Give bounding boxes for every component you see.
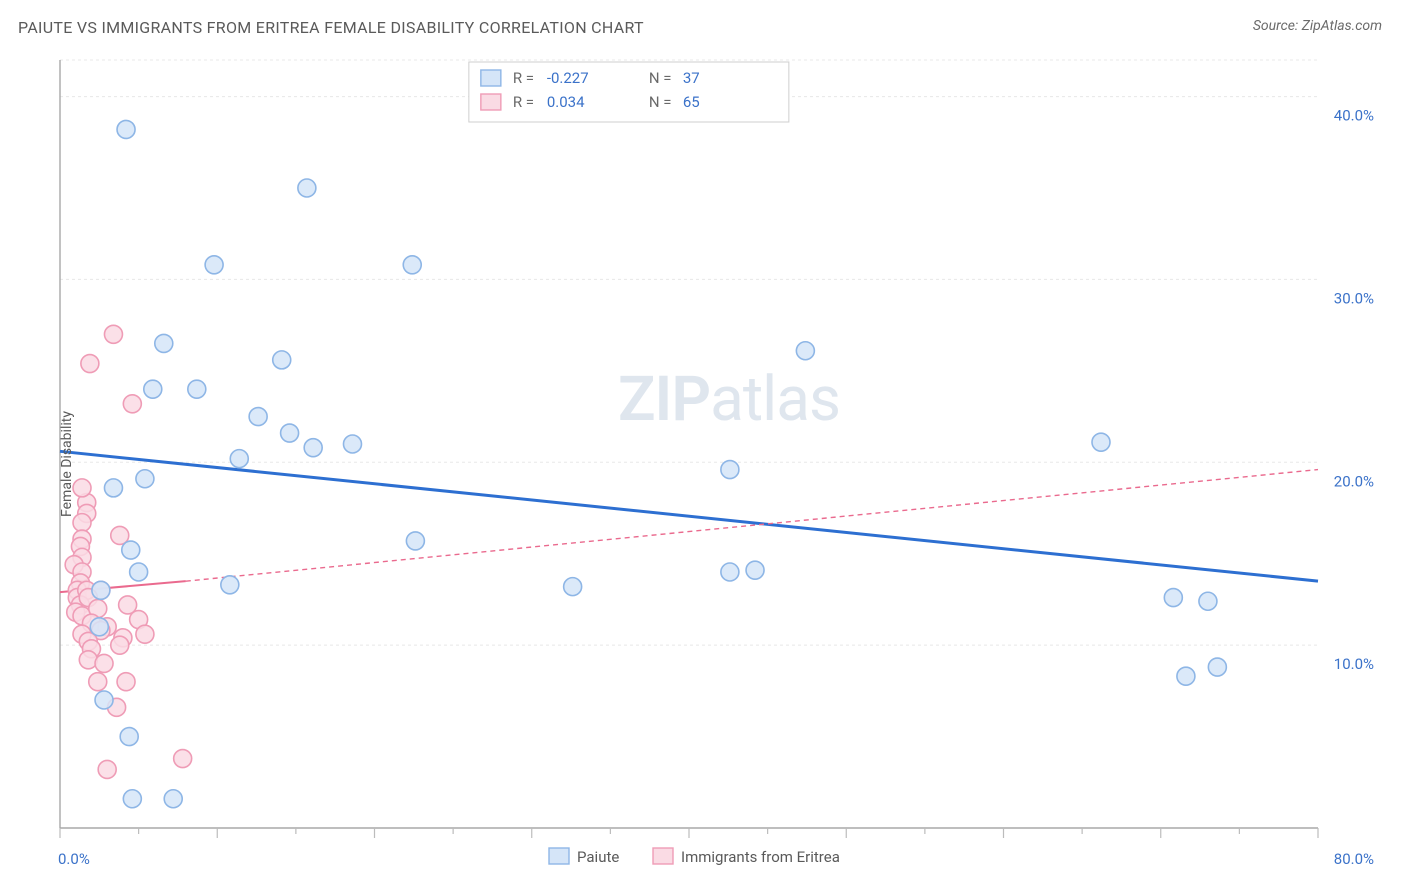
data-point (406, 532, 424, 550)
legend-r-label: R = (513, 93, 534, 111)
chart-container: Female Disability 10.0% 20.0% 30.0% 40.0% ZI… (18, 46, 1390, 882)
data-point (111, 636, 129, 654)
data-point (1208, 658, 1226, 676)
data-point (174, 750, 192, 768)
legend-label: Paiute (577, 848, 619, 866)
data-point (298, 179, 316, 197)
data-point (95, 691, 113, 709)
data-point (130, 563, 148, 581)
data-point (117, 120, 135, 138)
data-point (104, 479, 122, 497)
x-tick-label: 0.0% (58, 850, 90, 868)
data-point (273, 351, 291, 369)
data-point (1092, 433, 1110, 451)
source-attribution: Source: ZipAtlas.com (1253, 18, 1382, 34)
scatter-chart: 10.0% 20.0% 30.0% 40.0% ZIPatlas 0.0% 80.0% R =… (18, 46, 1390, 882)
data-point (104, 325, 122, 343)
data-point (281, 424, 299, 442)
watermark: ZIPatlas (618, 363, 840, 436)
legend-swatch (653, 848, 673, 864)
data-point (304, 439, 322, 457)
y-axis-label: Female Disability (59, 411, 75, 517)
data-point (155, 334, 173, 352)
data-point (117, 673, 135, 691)
data-point (122, 541, 140, 559)
legend-swatch (549, 848, 569, 864)
legend-label: Immigrants from Eritrea (681, 848, 840, 866)
data-point (123, 790, 141, 808)
legend-r-label: R = (513, 69, 534, 87)
legend-r-value: 0.034 (547, 93, 585, 111)
data-point (98, 760, 116, 778)
data-point (403, 256, 421, 274)
data-point (120, 728, 138, 746)
data-point (164, 790, 182, 808)
data-point (230, 450, 248, 468)
legend-n-value: 37 (683, 69, 700, 87)
legend-r-value: -0.227 (547, 69, 589, 87)
data-point (73, 514, 91, 532)
data-point (81, 355, 99, 373)
x-tick-label: 80.0% (1334, 850, 1374, 868)
y-tick-label: 10.0% (1334, 655, 1374, 673)
data-point (1177, 667, 1195, 685)
data-point (136, 625, 154, 643)
data-point (95, 654, 113, 672)
legend-n-label: N = (649, 93, 672, 111)
data-point (205, 256, 223, 274)
y-tick-label: 40.0% (1334, 107, 1374, 125)
y-tick-label: 20.0% (1334, 472, 1374, 490)
data-point (721, 563, 739, 581)
y-tick-label: 30.0% (1334, 289, 1374, 307)
trend-line (60, 451, 1318, 581)
data-point (73, 479, 91, 497)
data-point (92, 581, 110, 599)
data-point (136, 470, 154, 488)
data-point (343, 435, 361, 453)
data-point (1164, 589, 1182, 607)
legend-swatch (481, 70, 501, 86)
data-point (249, 408, 267, 426)
data-point (188, 380, 206, 398)
legend-n-value: 65 (683, 93, 700, 111)
legend-swatch (481, 94, 501, 110)
data-point (796, 342, 814, 360)
data-point (221, 576, 239, 594)
data-point (89, 673, 107, 691)
data-point (721, 461, 739, 479)
legend-n-label: N = (649, 69, 672, 87)
data-point (1199, 592, 1217, 610)
data-point (144, 380, 162, 398)
data-point (123, 395, 141, 413)
data-point (746, 561, 764, 579)
data-point (564, 578, 582, 596)
data-point (90, 618, 108, 636)
chart-title: PAIUTE VS IMMIGRANTS FROM ERITREA FEMALE… (18, 18, 644, 37)
